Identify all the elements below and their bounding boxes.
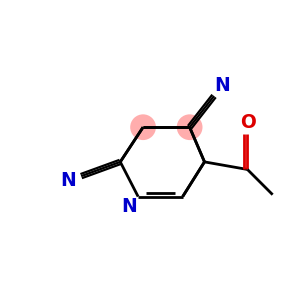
Text: O: O xyxy=(241,113,256,132)
Text: N: N xyxy=(215,76,230,94)
Text: N: N xyxy=(60,171,76,190)
Circle shape xyxy=(177,114,202,140)
Text: N: N xyxy=(121,197,137,216)
Circle shape xyxy=(130,114,156,140)
